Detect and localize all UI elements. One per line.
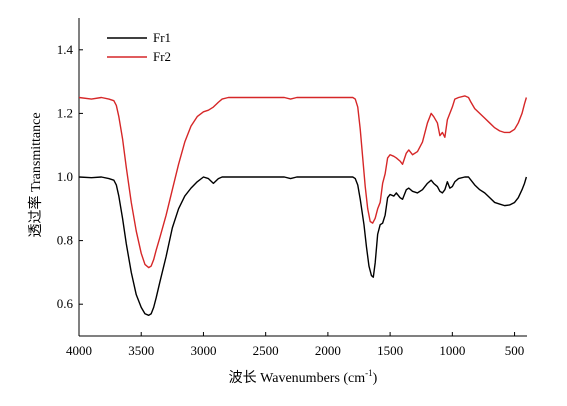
y-tick-label: 1.2	[57, 105, 73, 120]
legend-label-fr2: Fr2	[153, 49, 171, 64]
x-tick-label: 2500	[253, 343, 279, 358]
x-tick-label: 3500	[128, 343, 154, 358]
series-line-fr1	[78, 176, 528, 317]
series-line-fr2	[78, 95, 528, 269]
y-tick-label: 0.6	[57, 296, 74, 311]
x-axis-ticks: 4000 3500 3000 2500 2000 1500 1000 500	[66, 332, 524, 358]
x-tick-label: 3000	[190, 343, 216, 358]
x-tick-label: 1000	[439, 343, 465, 358]
y-tick-label: 1.0	[57, 169, 73, 184]
x-axis-title: 波长 Wavenumbers (cm-1)	[229, 368, 378, 386]
legend: Fr1 Fr2	[107, 30, 171, 64]
x-axis-title-sup: -1	[365, 368, 373, 378]
x-axis-title-close: )	[373, 371, 378, 386]
legend-label-fr1: Fr1	[153, 30, 171, 45]
y-tick-label: 0.8	[57, 233, 73, 248]
y-axis-title: 透过率 Transmittance	[27, 112, 44, 237]
x-tick-label: 1500	[377, 343, 403, 358]
x-tick-label: 2000	[315, 343, 341, 358]
x-axis-title-main: 波长 Wavenumbers (cm	[229, 370, 366, 386]
x-tick-label: 500	[505, 343, 525, 358]
series-lines	[78, 95, 528, 317]
y-axis-ticks: 0.6 0.8 1.0 1.2 1.4	[57, 42, 83, 311]
x-tick-label: 4000	[66, 343, 92, 358]
y-tick-label: 1.4	[57, 42, 74, 57]
